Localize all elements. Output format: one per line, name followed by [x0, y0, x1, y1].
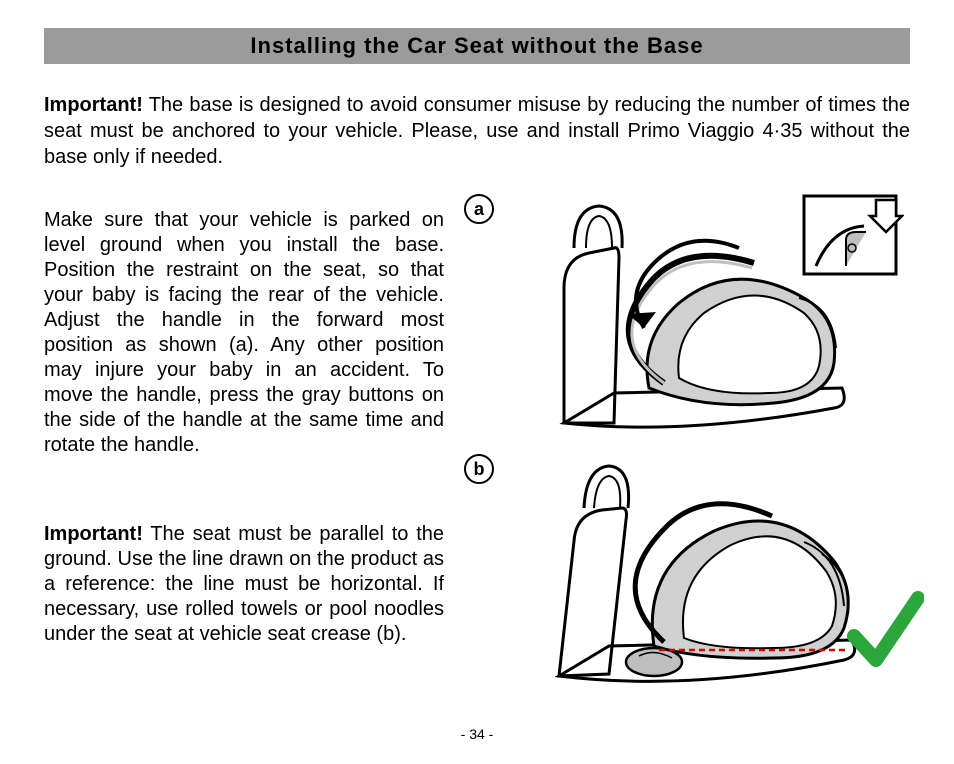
intro-important-label: Important!: [44, 94, 143, 116]
figure-label-a: a: [464, 194, 494, 224]
intro-paragraph: Important! The base is designed to avoid…: [44, 92, 910, 170]
body-row: Make sure that your vehicle is parked on…: [44, 188, 910, 711]
figure-b-illustration: [504, 446, 924, 696]
paragraph-b: Important! The seat must be parallel to …: [44, 522, 444, 647]
text-column: Make sure that your vehicle is parked on…: [44, 188, 444, 711]
figure-a-illustration: [504, 188, 904, 438]
figure-label-b: b: [464, 454, 494, 484]
section-title: Installing the Car Seat without the Base: [250, 33, 703, 59]
intro-text: The base is designed to avoid consumer m…: [44, 94, 910, 168]
manual-page: Installing the Car Seat without the Base…: [0, 0, 954, 764]
page-number: - 34 -: [0, 726, 954, 742]
figure-label-a-text: a: [474, 199, 484, 220]
figure-label-b-text: b: [474, 459, 485, 480]
figure-column: a: [464, 188, 924, 711]
para-b-important-label: Important!: [44, 523, 143, 545]
section-title-bar: Installing the Car Seat without the Base: [44, 28, 910, 64]
paragraph-a: Make sure that your vehicle is parked on…: [44, 208, 444, 458]
